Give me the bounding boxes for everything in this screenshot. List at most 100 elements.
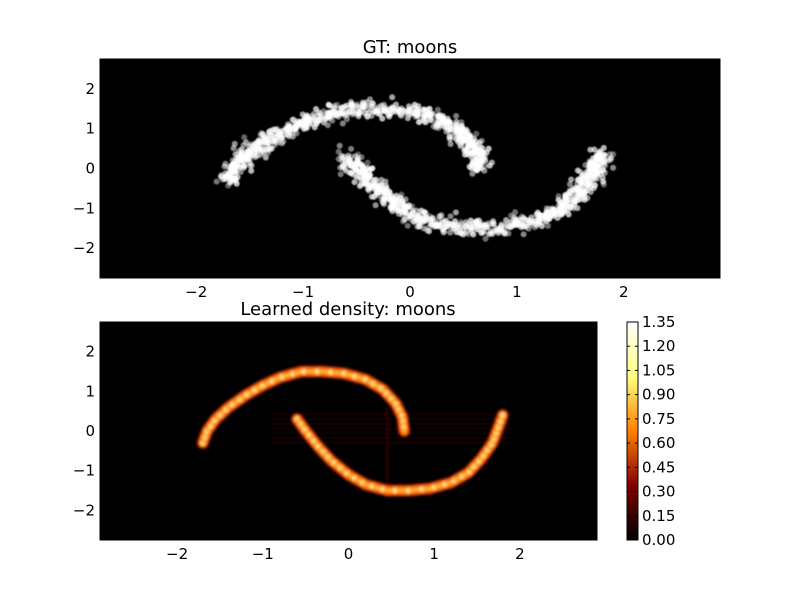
gt-point — [447, 213, 454, 220]
gt-point — [260, 132, 266, 139]
gt-point — [448, 221, 455, 228]
gt-point — [279, 128, 286, 135]
gt-point — [469, 161, 476, 168]
gt-point — [546, 205, 553, 212]
density-mark — [304, 369, 309, 374]
gt-point — [406, 107, 413, 114]
gt-point — [339, 120, 346, 127]
gt-point — [596, 162, 603, 169]
y-tick-label: 2 — [85, 343, 95, 361]
y-tick-label: 0 — [85, 422, 95, 440]
gt-point — [414, 223, 421, 230]
density-mark — [422, 487, 427, 491]
gt-point — [331, 108, 338, 115]
gt-point — [415, 212, 422, 219]
gt-point — [356, 109, 363, 116]
gt-point — [434, 223, 441, 230]
gt-point — [343, 160, 350, 166]
gt-point — [508, 212, 515, 219]
gt-point — [379, 115, 386, 122]
density-mark — [331, 370, 336, 375]
colorbar-tick-label: 1.05 — [642, 361, 675, 379]
gt-point — [471, 149, 478, 156]
gt-point — [608, 155, 615, 162]
colorbar-ticks: 1.35 1.20 1.05 0.90 0.75 0.60 0.45 0.30 0.15 0.00 — [627, 313, 675, 549]
gt-point — [310, 110, 317, 117]
gt-point — [405, 202, 412, 209]
gt-point — [566, 204, 573, 211]
gt-point — [274, 139, 281, 146]
gt-point — [364, 114, 371, 121]
density-mark — [414, 487, 419, 492]
gt-point — [469, 170, 476, 177]
colorbar-tick-label: 0.75 — [642, 410, 675, 428]
gt-point — [427, 112, 434, 119]
colorbar-tick-label: 0.15 — [642, 507, 675, 525]
gt-point — [404, 222, 411, 229]
density-mark — [409, 488, 414, 493]
density-mark — [401, 488, 405, 493]
gt-point — [240, 163, 247, 170]
gt-point — [373, 187, 380, 194]
gt-point — [266, 146, 273, 153]
gt-point — [545, 222, 551, 229]
gt-point — [473, 130, 480, 137]
density-mark — [337, 371, 341, 375]
gt-point — [231, 176, 238, 183]
x-tick-label: 1 — [512, 283, 522, 301]
x-tick-label: 0 — [405, 283, 415, 301]
density-mark — [323, 370, 328, 374]
gt-point — [443, 128, 450, 135]
gt-point — [339, 154, 346, 161]
gt-point — [538, 214, 545, 221]
gt-point — [241, 134, 248, 141]
gt-point — [221, 163, 228, 170]
gt-point — [389, 203, 396, 210]
gt-point — [372, 202, 379, 209]
density-mark — [425, 486, 430, 491]
gt-point — [335, 148, 342, 155]
gt-point — [366, 109, 373, 115]
gt-point — [520, 231, 527, 238]
gt-point — [388, 192, 395, 199]
gt-point — [516, 220, 523, 227]
gt-point — [610, 164, 617, 171]
gt-point — [486, 162, 493, 169]
gt-point — [441, 228, 448, 235]
gt-point — [398, 191, 405, 198]
gt-point — [274, 126, 280, 133]
gt-point — [389, 94, 396, 101]
y-tick-label: −2 — [73, 239, 95, 257]
gt-point — [466, 149, 472, 156]
gt-point — [293, 120, 300, 127]
gt-point — [243, 139, 249, 146]
gt-point — [383, 185, 390, 192]
gt-point — [566, 188, 573, 195]
gt-point — [343, 168, 350, 175]
gt-point — [520, 215, 527, 221]
gt-point — [521, 223, 528, 230]
gt-point — [480, 150, 487, 157]
density-plot-background — [100, 322, 597, 540]
gt-point — [439, 119, 446, 126]
density-mark — [398, 488, 403, 493]
colorbar: 1.35 1.20 1.05 0.90 0.75 0.60 0.45 0.30 0.15 0.00 — [626, 313, 675, 549]
x-tick-label: 0 — [344, 545, 354, 563]
y-tick-label: 0 — [85, 160, 95, 178]
gt-point — [286, 128, 293, 135]
gt-point — [231, 167, 238, 174]
gt-point — [264, 137, 271, 144]
gt-point — [429, 214, 436, 221]
density-mark — [334, 371, 339, 375]
gt-point — [470, 231, 477, 237]
colorbar-tick-label: 0.00 — [642, 531, 675, 549]
gt-point — [351, 179, 358, 186]
gt-point — [424, 227, 431, 234]
gt-point — [587, 172, 594, 178]
gt-point — [343, 110, 350, 117]
gt-point — [421, 119, 428, 125]
gt-panel: GT: moons −2 −1 0 1 2 2 1 0 −1 −2 — [73, 37, 721, 301]
gt-point — [512, 209, 519, 216]
y-tick-label: −1 — [73, 199, 95, 217]
